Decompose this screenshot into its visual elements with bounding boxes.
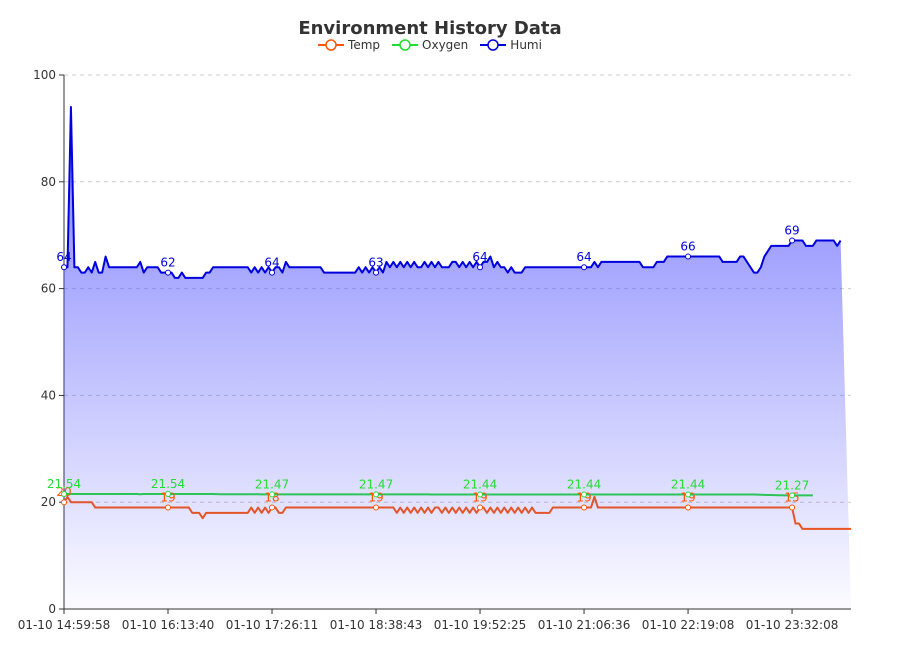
data-point-temp bbox=[581, 504, 588, 511]
y-tick-label: 40 bbox=[41, 388, 56, 402]
data-point-oxygen bbox=[581, 491, 588, 498]
data-point-humi bbox=[789, 237, 796, 244]
data-point-temp bbox=[269, 504, 276, 511]
y-tick-label: 60 bbox=[41, 282, 56, 296]
data-label-humi: 64 bbox=[472, 250, 487, 264]
y-tick-label: 20 bbox=[41, 495, 56, 509]
legend-swatch-oxygen bbox=[392, 39, 419, 51]
data-label-humi: 69 bbox=[784, 224, 799, 238]
data-label-oxygen: 21.47 bbox=[255, 477, 289, 491]
chart-title: Environment History Data bbox=[298, 18, 562, 39]
data-point-oxygen bbox=[477, 491, 484, 498]
data-point-humi bbox=[373, 269, 380, 276]
data-point-oxygen bbox=[165, 490, 172, 497]
x-tick-label: 01-10 23:32:08 bbox=[746, 618, 839, 632]
data-point-humi bbox=[685, 253, 692, 260]
data-point-humi bbox=[477, 264, 484, 271]
series-line-humi bbox=[64, 106, 842, 279]
legend-label-temp: Temp bbox=[348, 38, 381, 52]
data-point-temp bbox=[789, 504, 796, 511]
data-label-humi: 64 bbox=[56, 250, 71, 264]
data-label-temp: 18 bbox=[264, 491, 279, 505]
data-label-oxygen: 21.27 bbox=[775, 478, 809, 492]
data-label-humi: 62 bbox=[160, 256, 175, 270]
data-label-humi: 66 bbox=[680, 240, 695, 254]
series-area-humi bbox=[64, 107, 851, 609]
data-label-humi: 64 bbox=[576, 250, 591, 264]
legend-swatch-temp bbox=[318, 39, 345, 51]
y-tick-label: 100 bbox=[33, 68, 56, 82]
data-point-oxygen bbox=[685, 491, 692, 498]
data-point-temp bbox=[165, 504, 172, 511]
legend-item-humi[interactable]: Humi bbox=[480, 38, 542, 52]
x-tick-label: 01-10 22:19:08 bbox=[642, 618, 735, 632]
chart-legend: Temp Oxygen Humi bbox=[0, 38, 860, 52]
data-label-temp: 19 bbox=[472, 491, 487, 505]
data-point-humi bbox=[581, 264, 588, 271]
legend-item-temp[interactable]: Temp bbox=[318, 38, 380, 52]
x-tick-label: 01-10 19:52:25 bbox=[434, 618, 527, 632]
data-point-humi bbox=[269, 269, 276, 276]
x-tick-label: 01-10 17:26:11 bbox=[226, 618, 319, 632]
x-tick-label: 01-10 14:59:58 bbox=[18, 618, 111, 632]
x-tick-label: 01-10 18:38:43 bbox=[330, 618, 423, 632]
data-label-temp: 19 bbox=[680, 491, 695, 505]
data-point-oxygen bbox=[269, 491, 276, 498]
y-tick-label: 80 bbox=[41, 175, 56, 189]
data-label-humi: 63 bbox=[368, 256, 383, 270]
x-tick-label: 01-10 21:06:36 bbox=[538, 618, 631, 632]
data-point-oxygen bbox=[373, 491, 380, 498]
data-label-temp: 19 bbox=[160, 491, 175, 505]
legend-label-humi: Humi bbox=[510, 38, 542, 52]
data-point-temp bbox=[373, 504, 380, 511]
data-label-temp: 19 bbox=[368, 491, 383, 505]
data-label-oxygen: 21.54 bbox=[47, 477, 81, 491]
data-point-oxygen bbox=[789, 492, 796, 499]
legend-swatch-humi bbox=[480, 39, 507, 51]
data-point-oxygen bbox=[61, 490, 67, 497]
legend-item-oxygen[interactable]: Oxygen bbox=[392, 38, 468, 52]
data-point-humi bbox=[165, 269, 172, 276]
data-label-oxygen: 21.44 bbox=[463, 478, 497, 492]
y-tick-label: 0 bbox=[48, 602, 56, 616]
data-label-temp: 19 bbox=[576, 491, 591, 505]
legend-label-oxygen: Oxygen bbox=[422, 38, 469, 52]
data-point-temp bbox=[685, 504, 692, 511]
data-point-humi bbox=[61, 264, 67, 271]
x-tick-label: 01-10 16:13:40 bbox=[122, 618, 215, 632]
data-point-temp bbox=[61, 499, 67, 506]
data-label-oxygen: 21.44 bbox=[567, 478, 601, 492]
data-label-oxygen: 21.54 bbox=[151, 477, 185, 491]
data-label-humi: 64 bbox=[264, 256, 279, 270]
data-label-oxygen: 21.44 bbox=[671, 478, 705, 492]
data-label-oxygen: 21.47 bbox=[359, 477, 393, 491]
data-point-temp bbox=[477, 504, 484, 511]
